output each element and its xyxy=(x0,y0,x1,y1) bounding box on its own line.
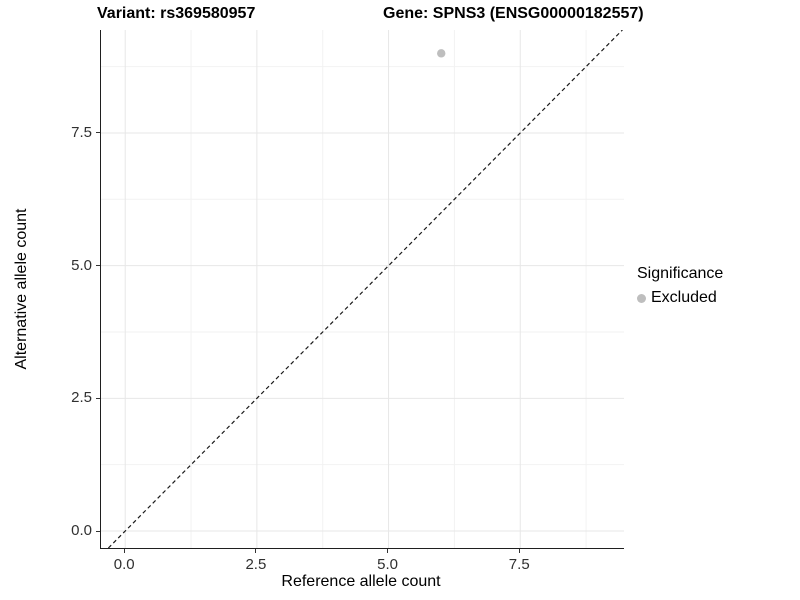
y-tick-label: 0.0 xyxy=(71,522,92,540)
plot-title-variant: Variant: rs369580957 xyxy=(97,5,256,22)
identity-reference-line xyxy=(107,30,623,548)
legend: Significance Excluded xyxy=(637,265,723,307)
legend-item-label: Excluded xyxy=(651,289,717,306)
y-tick-mark xyxy=(96,265,100,267)
legend-item-excluded: Excluded xyxy=(637,289,723,307)
x-tick-label: 2.5 xyxy=(245,556,267,573)
y-tick-label: 7.5 xyxy=(71,123,92,141)
x-tick-label: 0.0 xyxy=(113,556,135,573)
x-tick-mark xyxy=(518,549,520,553)
y-tick-mark xyxy=(96,530,100,532)
x-tick-label: 5.0 xyxy=(377,556,398,573)
y-tick-label: 2.5 xyxy=(71,389,92,407)
x-axis-title: Reference allele count xyxy=(281,573,441,590)
x-tick-mark xyxy=(387,549,389,553)
y-tick-label: 5.0 xyxy=(71,256,92,274)
excluded-point-swatch xyxy=(637,293,646,303)
y-axis-title: Alternative allele count xyxy=(13,208,30,370)
plot-canvas xyxy=(101,30,624,548)
x-tick-mark xyxy=(255,549,257,553)
data-point-excluded xyxy=(437,49,446,58)
plot-panel xyxy=(100,30,624,549)
plot-title-gene: Gene: SPNS3 (ENSG00000182557) xyxy=(383,5,644,22)
x-tick-mark xyxy=(123,549,125,553)
y-tick-mark xyxy=(96,397,100,399)
legend-title: Significance xyxy=(637,265,724,282)
x-tick-label: 7.5 xyxy=(508,556,530,573)
y-tick-mark xyxy=(96,132,100,134)
